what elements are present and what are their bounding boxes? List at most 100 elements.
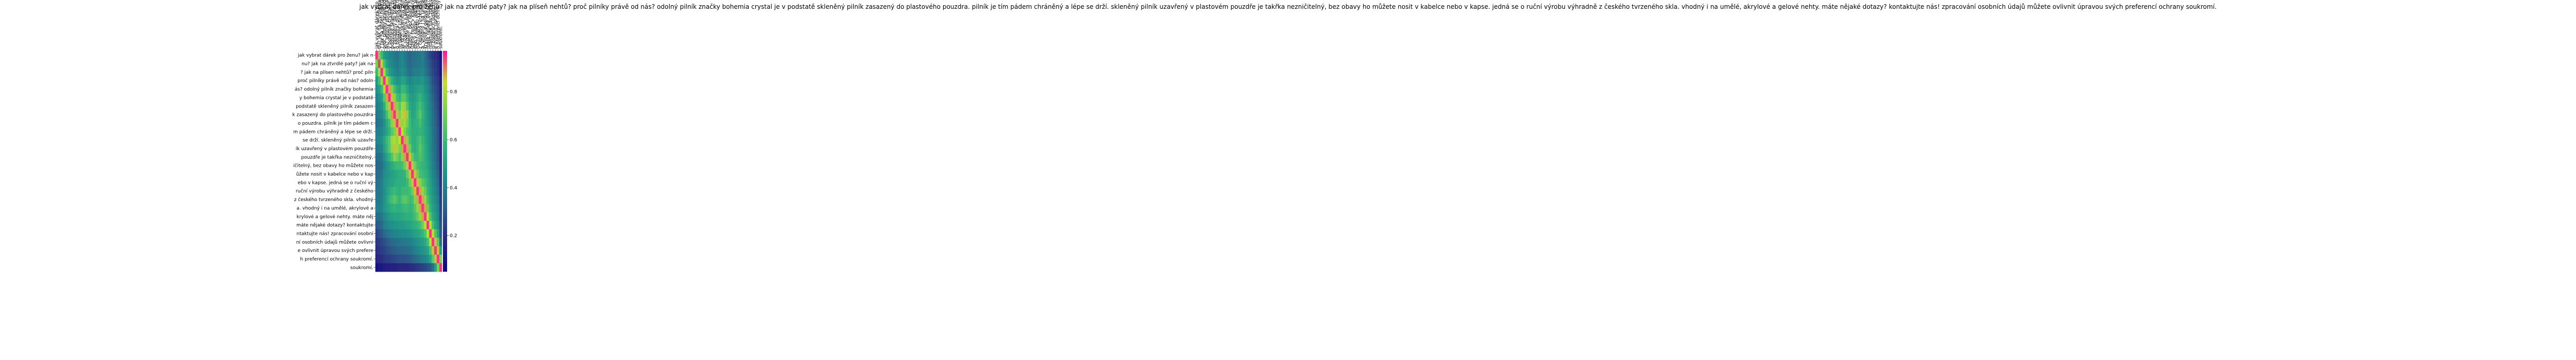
heatmap-cell bbox=[406, 68, 409, 77]
heatmap-cell bbox=[421, 68, 424, 77]
heatmap-cell bbox=[398, 136, 401, 145]
heatmap-cell bbox=[401, 204, 404, 212]
heatmap-cell bbox=[380, 229, 384, 238]
heatmap-cell bbox=[377, 118, 381, 128]
heatmap-cell bbox=[431, 76, 435, 85]
y-tick-label: m pádem chráněný a lépe se drží. bbox=[293, 129, 373, 135]
heatmap-cell bbox=[419, 212, 422, 221]
heatmap-cell bbox=[375, 255, 378, 263]
heatmap-cell bbox=[431, 110, 435, 119]
heatmap-cell bbox=[426, 169, 429, 179]
x-tick-label: se drží. skleněný pilník uzavře bbox=[400, 0, 406, 49]
x-tick-label: ůžete nosit v kabelce nebo v kap bbox=[410, 0, 415, 49]
heatmap-cell bbox=[377, 59, 381, 68]
heatmap-cell bbox=[421, 144, 424, 153]
heatmap-cell bbox=[375, 161, 378, 170]
heatmap-cell bbox=[390, 204, 394, 212]
heatmap-cell bbox=[434, 93, 437, 102]
heatmap-cell bbox=[437, 127, 440, 136]
heatmap-cell bbox=[411, 127, 414, 136]
heatmap-cell bbox=[385, 118, 388, 128]
heatmap-cell bbox=[390, 186, 394, 196]
heatmap-cell bbox=[403, 195, 407, 204]
heatmap-cell bbox=[426, 212, 429, 221]
heatmap-cell bbox=[439, 204, 442, 212]
heatmap-cell bbox=[396, 255, 399, 263]
heatmap-cell bbox=[383, 169, 386, 179]
y-tick-label: k zasazený do plastového pouzdra bbox=[292, 112, 373, 118]
heatmap-cell bbox=[439, 110, 442, 119]
heatmap-cell bbox=[388, 102, 391, 111]
heatmap-cell bbox=[390, 127, 394, 136]
heatmap-cell bbox=[377, 229, 381, 238]
heatmap-cell bbox=[411, 85, 414, 94]
heatmap-cell bbox=[411, 68, 414, 77]
heatmap-cell bbox=[377, 212, 381, 221]
heatmap-cell bbox=[421, 237, 424, 247]
heatmap-cell bbox=[377, 169, 381, 179]
heatmap-cell bbox=[424, 246, 427, 255]
heatmap-cell bbox=[401, 59, 404, 68]
heatmap-cell bbox=[437, 169, 440, 179]
heatmap-cell bbox=[421, 204, 424, 212]
heatmap-cell bbox=[377, 161, 381, 170]
heatmap-cell bbox=[413, 169, 417, 179]
heatmap-cell bbox=[426, 255, 429, 263]
heatmap-cell bbox=[380, 246, 384, 255]
heatmap-cell bbox=[411, 118, 414, 128]
heatmap-cell bbox=[434, 153, 437, 162]
heatmap-cell bbox=[398, 93, 401, 102]
heatmap-cell bbox=[385, 127, 388, 136]
heatmap-cell bbox=[419, 136, 422, 145]
heatmap-cell bbox=[419, 237, 422, 247]
x-tick-label: nu? jak na ztvrdlé paty? jak na bbox=[376, 0, 382, 49]
heatmap-cell bbox=[401, 212, 404, 221]
heatmap-cell bbox=[396, 246, 399, 255]
heatmap-cell bbox=[413, 68, 417, 77]
heatmap-cell bbox=[411, 246, 414, 255]
heatmap-cell bbox=[380, 51, 384, 60]
colorbar bbox=[443, 51, 447, 272]
heatmap-cell bbox=[380, 161, 384, 170]
heatmap-cell bbox=[385, 169, 388, 179]
x-tick-label: krylové a gelové nehty. máte něj bbox=[423, 0, 428, 49]
heatmap-cell bbox=[424, 204, 427, 212]
heatmap-cell bbox=[375, 59, 378, 68]
heatmap-cell bbox=[409, 237, 412, 247]
heatmap-cell bbox=[393, 255, 396, 263]
x-tick-label: ičitelný, bez obavy ho můžete nos bbox=[407, 0, 413, 49]
heatmap-cell bbox=[385, 51, 388, 60]
heatmap-cell bbox=[396, 102, 399, 111]
heatmap-cell bbox=[437, 118, 440, 128]
heatmap-cell bbox=[434, 237, 437, 247]
heatmap-cell bbox=[380, 178, 384, 187]
heatmap-cell bbox=[388, 76, 391, 85]
heatmap-cell bbox=[437, 144, 440, 153]
heatmap-cell bbox=[409, 229, 412, 238]
heatmap-cell bbox=[437, 161, 440, 170]
heatmap-cell bbox=[439, 76, 442, 85]
heatmap-cell bbox=[385, 161, 388, 170]
heatmap-cell bbox=[437, 110, 440, 119]
heatmap-cell bbox=[396, 85, 399, 94]
heatmap-cell bbox=[419, 127, 422, 136]
x-tick-label: z českého tvrzeného skla. vhodný bbox=[417, 0, 423, 49]
heatmap-cell bbox=[401, 178, 404, 187]
heatmap-cell bbox=[439, 102, 442, 111]
heatmap-cell bbox=[388, 229, 391, 238]
heatmap-cell bbox=[380, 85, 384, 94]
heatmap-cell bbox=[411, 195, 414, 204]
heatmap-cell bbox=[434, 229, 437, 238]
heatmap-cell bbox=[411, 186, 414, 196]
heatmap-cell bbox=[396, 59, 399, 68]
heatmap-cell bbox=[429, 85, 432, 94]
heatmap-cell bbox=[437, 186, 440, 196]
heatmap-cell bbox=[385, 68, 388, 77]
heatmap-cell bbox=[383, 195, 386, 204]
heatmap-cell bbox=[390, 195, 394, 204]
heatmap-cell bbox=[426, 237, 429, 247]
colorbar-tick-label: 0.6 bbox=[450, 138, 457, 143]
heatmap-cells bbox=[375, 51, 442, 272]
heatmap-cell bbox=[377, 255, 381, 263]
heatmap-cell bbox=[393, 102, 396, 111]
